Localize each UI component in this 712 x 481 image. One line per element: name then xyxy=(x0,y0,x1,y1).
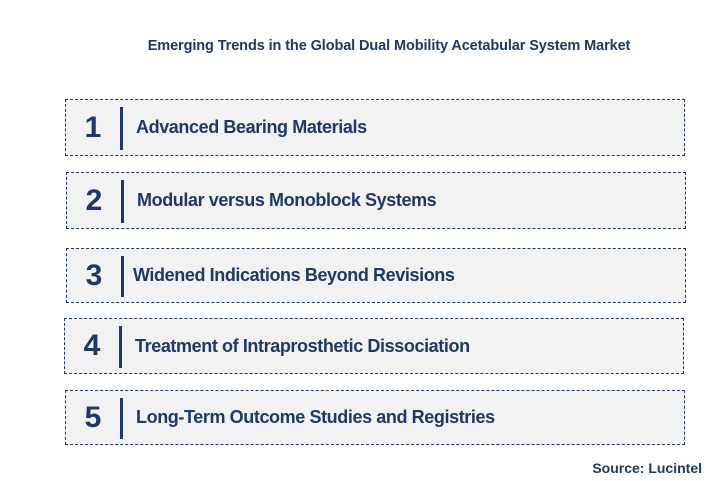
trend-number: 4 xyxy=(83,329,101,362)
source-note: Source: Lucintel xyxy=(592,460,702,476)
trend-label: Treatment of Intraprosthetic Dissociatio… xyxy=(135,335,470,356)
trend-label: Widened Indications Beyond Revisions xyxy=(133,265,455,285)
divider-bar xyxy=(121,180,124,223)
trend-item-5: 5 Long-Term Outcome Studies and Registri… xyxy=(65,390,685,445)
trend-item-1: 1 Advanced Bearing Materials xyxy=(65,99,685,156)
trend-item-4: 4 Treatment of Intraprosthetic Dissociat… xyxy=(64,318,684,374)
trend-number: 3 xyxy=(85,258,103,292)
trend-label: Advanced Bearing Materials xyxy=(136,117,367,137)
divider-bar xyxy=(121,256,124,297)
divider-bar xyxy=(119,326,122,368)
trend-number: 2 xyxy=(85,183,103,217)
trend-item-2: 2 Modular versus Monoblock Systems xyxy=(66,172,686,229)
divider-bar xyxy=(120,107,123,150)
diagram-title: Emerging Trends in the Global Dual Mobil… xyxy=(147,38,631,54)
trend-label: Long-Term Outcome Studies and Registries xyxy=(136,407,495,427)
trend-number: 1 xyxy=(84,110,102,144)
divider-bar xyxy=(120,398,123,439)
trend-number: 5 xyxy=(84,400,102,434)
trend-item-3: 3 Widened Indications Beyond Revisions xyxy=(66,248,686,303)
trend-label: Modular versus Monoblock Systems xyxy=(137,190,437,210)
